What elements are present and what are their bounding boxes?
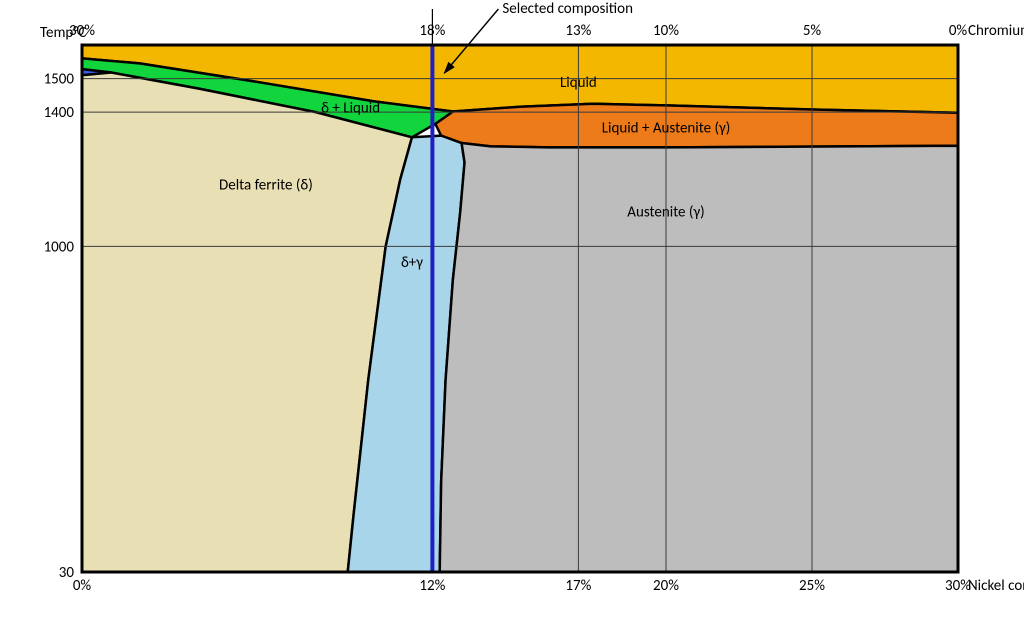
- selected-composition-label: Selected composition: [502, 0, 633, 18]
- x-bottom-tick-0: 0%: [73, 577, 92, 595]
- x-bottom-tick-20: 20%: [653, 577, 679, 595]
- region-label-liquid-austenite: Liquid + Austenite (γ): [602, 119, 731, 137]
- phase-diagram: Liquid Liquid + Austenite (γ) δ + Liquid De…: [0, 0, 1024, 620]
- x-bottom-tick-25: 25%: [799, 577, 825, 595]
- region-label-austenite: Austenite (γ): [627, 203, 704, 221]
- x-top-tick-25: 5%: [803, 22, 822, 40]
- x-top-tick-0: 30%: [69, 22, 95, 40]
- x-top-tick-20: 10%: [653, 22, 679, 40]
- x-bottom-label: Nickel content: [968, 577, 1024, 595]
- regions-group: [82, 45, 958, 572]
- y-tick-1500: 1500: [44, 71, 75, 89]
- region-label-delta-ferrite: Delta ferrite (δ): [219, 177, 313, 195]
- x-bottom-tick-17: 17%: [565, 577, 591, 595]
- x-top-tick-17: 13%: [565, 22, 591, 40]
- x-top-tick-30: 0%: [949, 22, 968, 40]
- x-bottom-tick-12: 12%: [419, 577, 445, 595]
- region-label-delta-liquid: δ + Liquid: [321, 99, 380, 117]
- x-top-label: Chromium content: [968, 22, 1024, 40]
- y-tick-1400: 1400: [44, 104, 75, 122]
- y-tick-1000: 1000: [44, 238, 75, 256]
- region-label-delta-gamma: δ+γ: [401, 254, 423, 272]
- region-label-liquid: Liquid: [560, 74, 597, 92]
